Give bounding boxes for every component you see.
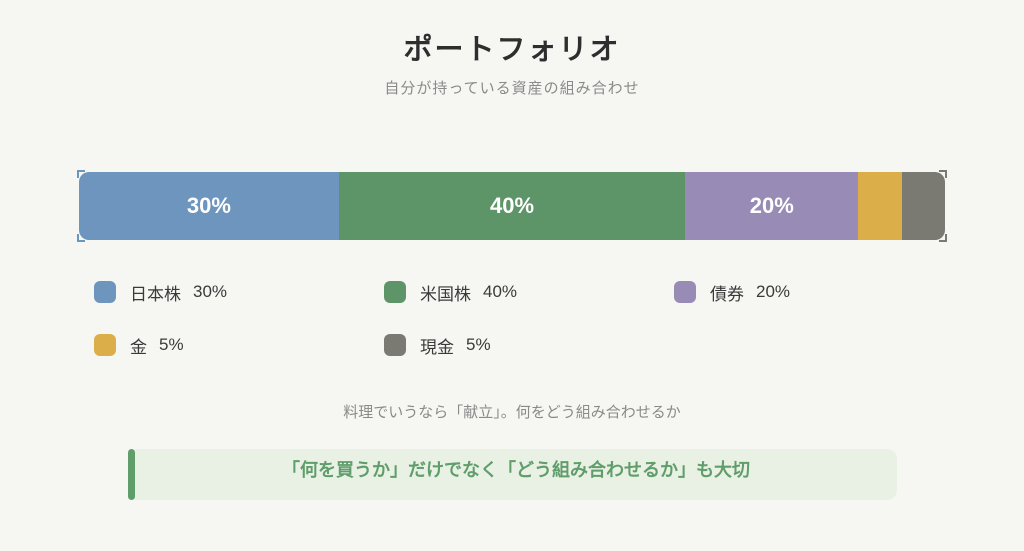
callout-text: 「何を買うか」だけでなく「どう組み合わせるか」も大切 [282, 460, 750, 481]
page-title: ポートフォリオ [403, 32, 621, 66]
bar-corner-mark [77, 234, 85, 242]
legend-value: 5% [159, 335, 184, 354]
bar-corner-mark [77, 170, 85, 178]
stacked-bar: 30% 40% 20% [79, 172, 945, 240]
legend-swatch [384, 334, 406, 356]
legend-label: 金 [130, 337, 147, 358]
bar-segment [858, 172, 902, 240]
bar-segment-label: 30% [186, 193, 231, 218]
bar-segment: 40% [338, 172, 686, 240]
legend-item: 現金 5% [384, 332, 491, 358]
analogy-note: 料理でいうなら「献立」。何をどう組み合わせるか [343, 403, 681, 421]
bar-segment-label: 40% [489, 193, 535, 218]
legend-swatch [94, 334, 116, 356]
legend-item: 金 5% [94, 332, 184, 358]
legend-value: 20% [756, 282, 791, 301]
legend-value: 30% [193, 282, 228, 301]
bar-corner-mark [939, 234, 947, 242]
legend-label: 米国株 [420, 284, 471, 305]
chart-legend: 日本株 30% 米国株 40% 債券 20% 金 5% 現金 5% [94, 279, 964, 399]
legend-swatch [674, 281, 696, 303]
legend-item: 債券 20% [674, 279, 790, 305]
bar-corner-mark [939, 170, 947, 178]
bar-segment [901, 172, 945, 240]
legend-value: 40% [483, 282, 518, 301]
legend-item: 米国株 40% [384, 279, 517, 305]
stacked-bar-chart: 30% 40% 20% [77, 170, 947, 242]
key-point-callout: 「何を買うか」だけでなく「どう組み合わせるか」も大切 [128, 449, 897, 500]
legend-value: 5% [466, 335, 491, 354]
bar-segment-label: 20% [749, 193, 794, 218]
legend-item: 日本株 30% [94, 279, 227, 305]
legend-swatch [94, 281, 116, 303]
callout-accent-bar [128, 449, 135, 500]
bar-segment: 30% [79, 172, 339, 240]
page-subtitle: 自分が持っている資産の組み合わせ [384, 79, 640, 97]
legend-label: 現金 [420, 337, 454, 358]
bar-segment: 20% [685, 172, 859, 240]
legend-label: 日本株 [130, 284, 181, 305]
legend-swatch [384, 281, 406, 303]
legend-label: 債券 [710, 284, 744, 305]
